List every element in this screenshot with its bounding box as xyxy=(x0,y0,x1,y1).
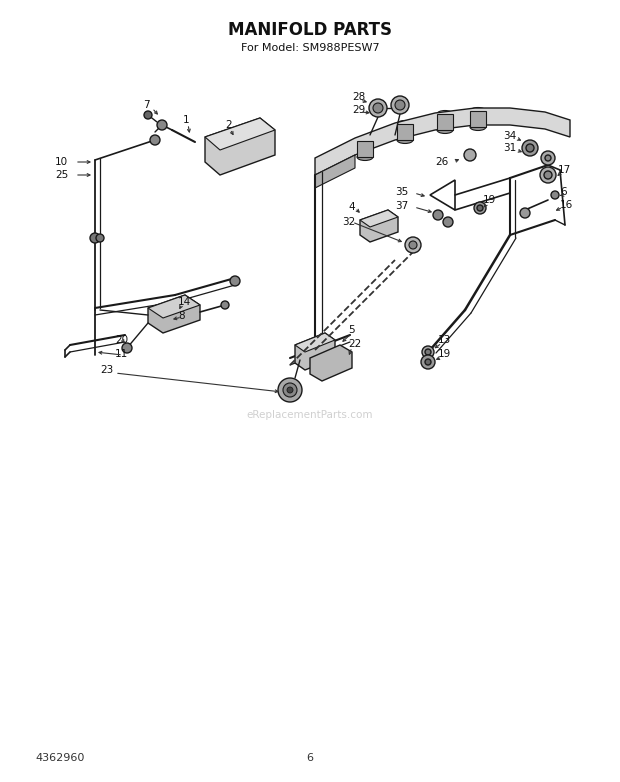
Polygon shape xyxy=(397,124,413,140)
Circle shape xyxy=(541,151,555,165)
Ellipse shape xyxy=(470,124,486,131)
Circle shape xyxy=(409,241,417,249)
Circle shape xyxy=(526,144,534,152)
Circle shape xyxy=(544,171,552,179)
Circle shape xyxy=(474,202,486,214)
Circle shape xyxy=(421,355,435,369)
Text: 31: 31 xyxy=(503,143,516,153)
Text: 6: 6 xyxy=(560,187,567,197)
Polygon shape xyxy=(357,141,373,157)
Text: 20: 20 xyxy=(115,335,128,345)
Text: 19: 19 xyxy=(483,195,496,205)
Text: 6: 6 xyxy=(306,753,314,763)
Polygon shape xyxy=(295,333,335,352)
Circle shape xyxy=(144,111,152,119)
Circle shape xyxy=(520,208,530,218)
Text: 34: 34 xyxy=(503,131,516,141)
Text: eReplacementParts.com: eReplacementParts.com xyxy=(247,410,373,420)
Text: 19: 19 xyxy=(438,349,451,359)
Text: 29: 29 xyxy=(352,105,365,115)
Text: 22: 22 xyxy=(348,339,361,349)
Polygon shape xyxy=(310,345,352,381)
Text: 37: 37 xyxy=(395,201,408,211)
Circle shape xyxy=(157,120,167,130)
Polygon shape xyxy=(315,108,570,175)
Circle shape xyxy=(425,359,431,365)
Polygon shape xyxy=(205,118,275,150)
Ellipse shape xyxy=(437,127,453,134)
Text: 25: 25 xyxy=(55,170,68,180)
Circle shape xyxy=(522,140,538,156)
Circle shape xyxy=(373,103,383,113)
Circle shape xyxy=(150,135,160,145)
Text: 2: 2 xyxy=(225,120,232,130)
Ellipse shape xyxy=(437,110,453,117)
Circle shape xyxy=(443,217,453,227)
Text: 17: 17 xyxy=(558,165,571,175)
Circle shape xyxy=(96,234,104,242)
Ellipse shape xyxy=(470,107,486,114)
Circle shape xyxy=(464,149,476,161)
Polygon shape xyxy=(205,118,275,175)
Circle shape xyxy=(369,99,387,117)
Polygon shape xyxy=(360,210,398,227)
Text: 10: 10 xyxy=(55,157,68,167)
Circle shape xyxy=(287,387,293,393)
Text: 4: 4 xyxy=(348,202,355,212)
Circle shape xyxy=(90,233,100,243)
Text: 1: 1 xyxy=(183,115,190,125)
Polygon shape xyxy=(148,295,200,318)
Text: 16: 16 xyxy=(560,200,574,210)
Circle shape xyxy=(278,378,302,402)
Circle shape xyxy=(540,167,556,183)
Circle shape xyxy=(425,349,431,355)
Text: 8: 8 xyxy=(178,311,185,321)
Circle shape xyxy=(551,191,559,199)
Text: 14: 14 xyxy=(178,297,191,307)
Circle shape xyxy=(221,301,229,309)
Circle shape xyxy=(545,155,551,161)
Polygon shape xyxy=(148,295,200,333)
Text: 7: 7 xyxy=(143,100,149,110)
Text: 35: 35 xyxy=(395,187,408,197)
Circle shape xyxy=(283,383,297,397)
Text: 32: 32 xyxy=(342,217,355,227)
Circle shape xyxy=(405,237,421,253)
Circle shape xyxy=(477,205,483,211)
Circle shape xyxy=(230,276,240,286)
Text: 4362960: 4362960 xyxy=(35,753,84,763)
Circle shape xyxy=(422,346,434,358)
Polygon shape xyxy=(315,155,355,188)
Ellipse shape xyxy=(357,138,373,145)
Ellipse shape xyxy=(397,137,413,144)
Ellipse shape xyxy=(357,153,373,160)
Text: 11: 11 xyxy=(115,349,128,359)
Text: 5: 5 xyxy=(348,325,355,335)
Circle shape xyxy=(391,96,409,114)
Text: MANIFOLD PARTS: MANIFOLD PARTS xyxy=(228,21,392,39)
Polygon shape xyxy=(437,114,453,130)
Circle shape xyxy=(122,343,132,353)
Text: 26: 26 xyxy=(435,157,448,167)
Text: 13: 13 xyxy=(438,335,451,345)
Polygon shape xyxy=(470,111,486,127)
Circle shape xyxy=(433,210,443,220)
Polygon shape xyxy=(295,333,335,370)
Polygon shape xyxy=(360,210,398,242)
Ellipse shape xyxy=(397,120,413,127)
Text: 28: 28 xyxy=(352,92,365,102)
Circle shape xyxy=(395,100,405,110)
Text: 23: 23 xyxy=(100,365,113,375)
Text: For Model: SM988PESW7: For Model: SM988PESW7 xyxy=(241,43,379,53)
